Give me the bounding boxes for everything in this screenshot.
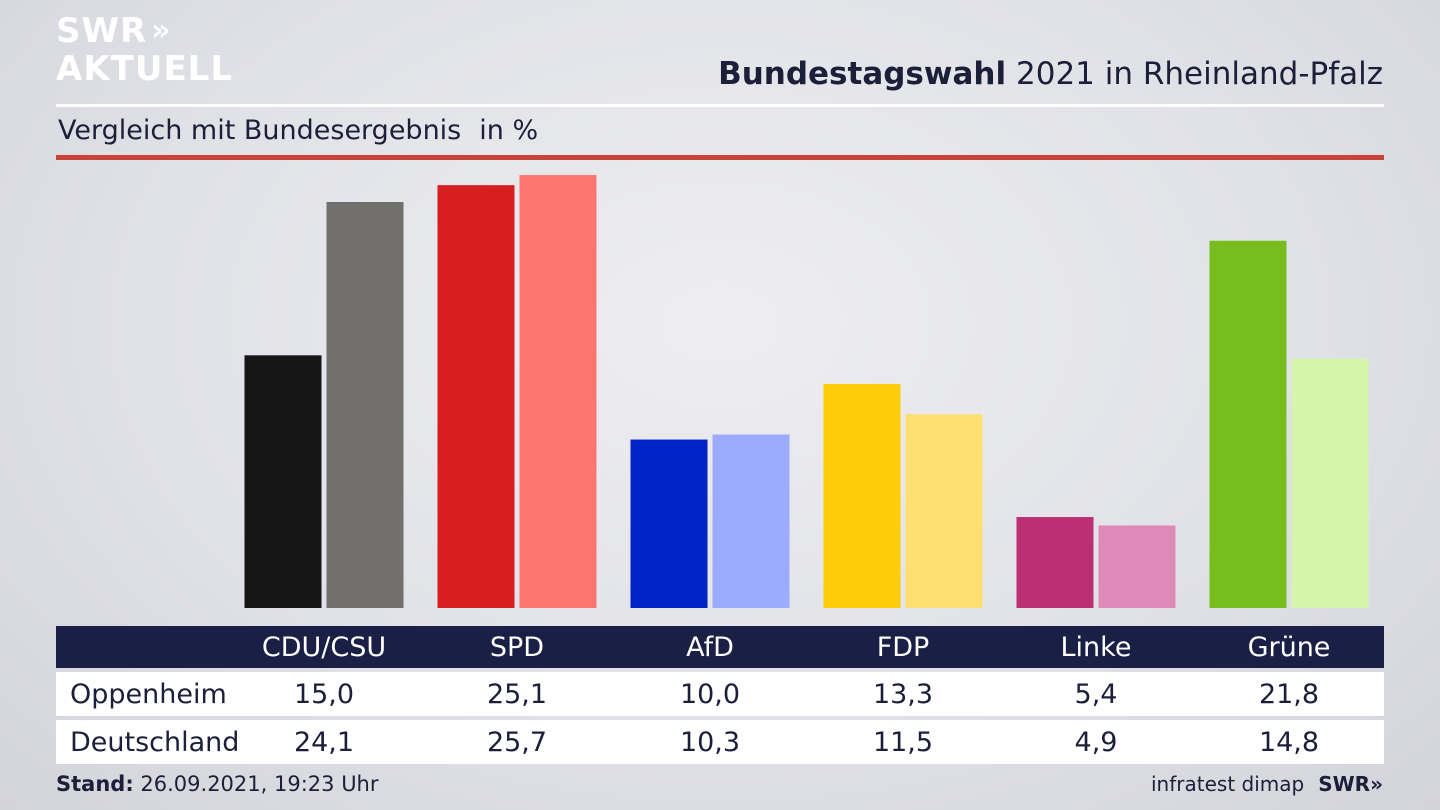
bar-spd-deutschland: [519, 175, 597, 609]
table-header-cell: Linke: [1060, 631, 1132, 663]
table-cell: 5,4: [1074, 678, 1118, 710]
bar-cdu-csu-oppenheim: [244, 355, 322, 608]
table-cell: 11,5: [872, 726, 934, 758]
table-cell: 14,8: [1258, 726, 1320, 758]
bar-linke-oppenheim: [1016, 517, 1094, 608]
row-label: Oppenheim: [70, 678, 227, 710]
title-bold: Bundestagswahl: [718, 56, 1007, 92]
row-label: Deutschland: [70, 726, 240, 758]
title-rest: 2021 in Rheinland-Pfalz: [1016, 56, 1383, 92]
table-header-cell: AfD: [686, 631, 734, 663]
stand-value: 26.09.2021, 19:23 Uhr: [140, 772, 379, 796]
table-cell: 24,1: [293, 726, 355, 758]
source-credit: infratest dimap SWR»: [1151, 772, 1383, 796]
table-row: Deutschland 24,1 25,7 10,3 11,5 4,9 14,8: [56, 720, 1384, 764]
table-cell: 25,7: [486, 726, 548, 758]
table-row: Oppenheim 15,0 25,1 10,0 13,3 5,4 21,8: [56, 672, 1384, 716]
table-cell: 25,1: [486, 678, 548, 710]
page-title: Bundestagswahl 2021 in Rheinland-Pfalz: [718, 56, 1383, 92]
table-header-row: CDU/CSU SPD AfD FDP Linke Grüne: [56, 626, 1384, 668]
swr-brand-logo: SWR»: [1318, 772, 1383, 796]
logo-swr: SWR: [56, 11, 148, 51]
table-header-cell: FDP: [876, 631, 930, 663]
timestamp: Stand: 26.09.2021, 19:23 Uhr: [56, 772, 379, 796]
bar-afd-oppenheim: [630, 439, 708, 608]
title-divider: [56, 104, 1384, 107]
swr-aktuell-logo: SWR» AKTUELL: [56, 14, 233, 86]
bar-grüne-deutschland: [1291, 358, 1369, 608]
table-cell: 21,8: [1258, 678, 1320, 710]
table-cell: 15,0: [293, 678, 355, 710]
subtitle-text: Vergleich mit Bundesergebnis: [58, 115, 462, 146]
chart-subtitle: Vergleich mit Bundesergebnis in %: [58, 115, 538, 146]
bar-afd-deutschland: [712, 434, 790, 608]
source-text: infratest dimap: [1151, 772, 1305, 796]
table-cell: 13,3: [872, 678, 934, 710]
table-cell: 10,0: [679, 678, 741, 710]
subtitle-unit: in %: [479, 115, 539, 146]
bar-spd-oppenheim: [437, 185, 515, 608]
table-cell: 10,3: [679, 726, 741, 758]
bar-grüne-oppenheim: [1209, 240, 1287, 608]
table-header-cell: Grüne: [1247, 631, 1331, 663]
bar-cdu-csu-deutschland: [326, 202, 404, 608]
subtitle-divider: [56, 155, 1384, 160]
table-header-cell: CDU/CSU: [261, 631, 387, 663]
bar-fdp-oppenheim: [823, 383, 901, 608]
table-header-cell: SPD: [489, 631, 545, 663]
bar-fdp-deutschland: [905, 414, 983, 608]
bar-linke-deutschland: [1098, 525, 1176, 608]
logo-aktuell: AKTUELL: [56, 49, 234, 89]
stand-label: Stand:: [56, 772, 134, 796]
table-cell: 4,9: [1074, 726, 1118, 758]
results-table: CDU/CSU SPD AfD FDP Linke Grüne Oppenhei…: [56, 626, 1384, 764]
